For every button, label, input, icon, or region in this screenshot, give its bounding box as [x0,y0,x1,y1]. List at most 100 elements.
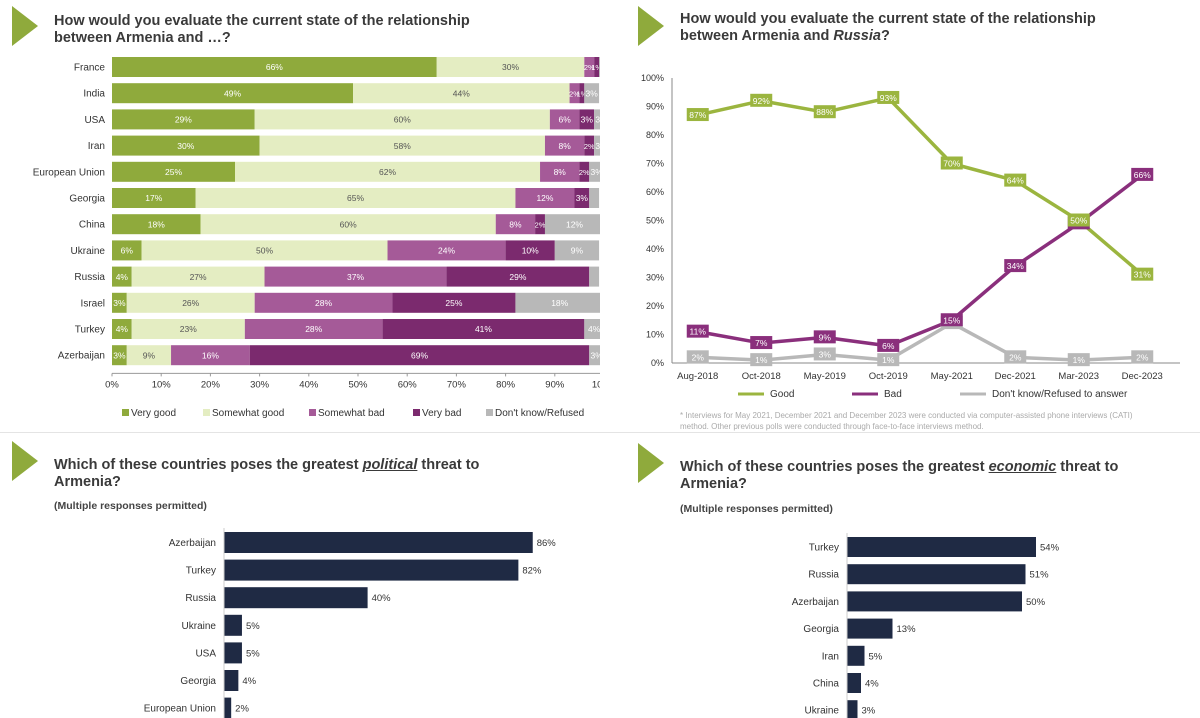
data-point [813,347,836,361]
data-label: 9% [143,350,156,360]
bar-segment [515,188,575,208]
stacked-bar-chart: France66%30%2%1%1%India49%44%2%1%3%USA29… [33,57,600,419]
data-label: 4% [242,676,256,687]
series-line [697,173,1144,348]
category-label: Iran [88,141,105,152]
legend-swatch [309,409,316,416]
data-point [877,338,900,352]
category-label: USA [195,648,216,659]
data-label: 4% [116,272,129,282]
category-label: Georgia [69,194,105,205]
economic-threat-bar-chart: Turkey 54% Russia 51% Azerbaijan 50% Georgia 13… [792,533,1060,718]
category-label: Azerbaijan [792,597,839,608]
data-point [940,313,963,327]
data-point [1004,350,1027,364]
bar-segment [589,161,600,182]
data-label: 2% [692,352,705,362]
data-label: 88% [816,107,833,117]
data-label: 3% [862,706,876,717]
data-point [1131,350,1154,364]
bar-segment [446,266,590,287]
data-label: 30% [502,62,519,72]
x-tick-label: Dec-2021 [995,371,1036,382]
y-tick-label: 0% [651,358,664,368]
data-point [750,353,773,367]
bar [847,673,861,693]
bar-segment [515,292,600,313]
data-label: 28% [315,298,332,308]
bar-segment [171,345,250,366]
bar-segment [254,292,393,313]
bar-segment [436,57,585,77]
bar-segment [112,240,142,261]
x-tick-label: 90% [545,379,565,390]
data-label: 1% [1073,355,1086,365]
data-label: 10% [522,246,539,256]
bar-segment [264,266,447,287]
data-point [750,336,773,350]
bar-segment [535,214,545,235]
data-label: 18% [148,219,165,229]
x-tick-label: 20% [201,379,221,390]
data-label: 64% [1007,176,1024,186]
category-label: China [813,679,840,690]
data-label: 2% [1009,352,1022,362]
bar-segment [126,292,255,313]
data-label: 11% [690,327,707,337]
bar [847,618,893,639]
data-label: 92% [753,96,770,106]
bar [224,559,519,581]
x-tick-label: 70% [447,379,467,390]
data-point [686,324,709,338]
x-tick-label: Oct-2019 [869,371,908,382]
data-label: 3% [581,115,594,125]
bar-segment [131,266,265,287]
data-label: 3% [595,141,600,151]
bar-segment [544,135,585,156]
data-point [1067,353,1090,367]
data-label: 69% [411,350,428,360]
data-point [877,353,900,367]
category-label: Georgia [803,624,839,635]
data-label: 16% [202,350,219,360]
bar-segment [589,266,600,287]
y-tick-label: 100% [641,73,664,83]
data-label: 60% [394,115,411,125]
panel-relationship-russia: How would you evaluate the current state… [620,0,1200,432]
data-label: 9% [819,332,832,342]
title-emphasis: economic [988,459,1057,475]
data-point [813,105,836,119]
category-label: Russia [185,593,216,604]
category-label: France [74,63,106,74]
category-label: Iran [822,651,839,662]
data-label: 1% [755,355,768,365]
data-label: 3% [590,167,600,177]
data-label: 28% [305,324,322,334]
x-tick-label: Oct-2018 [742,371,781,382]
bar-segment [259,135,545,156]
data-label: 23% [180,324,197,334]
bar-segment [574,188,590,208]
legend-label: Somewhat bad [318,408,385,419]
legend-swatch [413,409,420,416]
data-label: 41% [475,324,492,334]
bar [224,532,533,553]
bar-segment [112,266,132,287]
data-label: 9% [571,246,584,256]
bar-segment [141,240,388,261]
section-triangle-icon [12,441,38,481]
data-label: 5% [246,621,260,632]
data-label: 25% [165,167,182,177]
data-label: 3% [586,88,599,98]
category-label: USA [84,115,105,126]
bar-segment [235,161,541,182]
data-label: 34% [1007,261,1024,271]
y-tick-label: 70% [646,159,664,169]
bar-segment [112,319,132,339]
bar-segment [495,214,536,235]
category-label: Ukraine [805,706,840,717]
data-label: 27% [190,272,207,282]
data-label: 8% [554,167,567,177]
y-tick-label: 10% [646,330,664,340]
data-label: 15% [943,315,960,325]
